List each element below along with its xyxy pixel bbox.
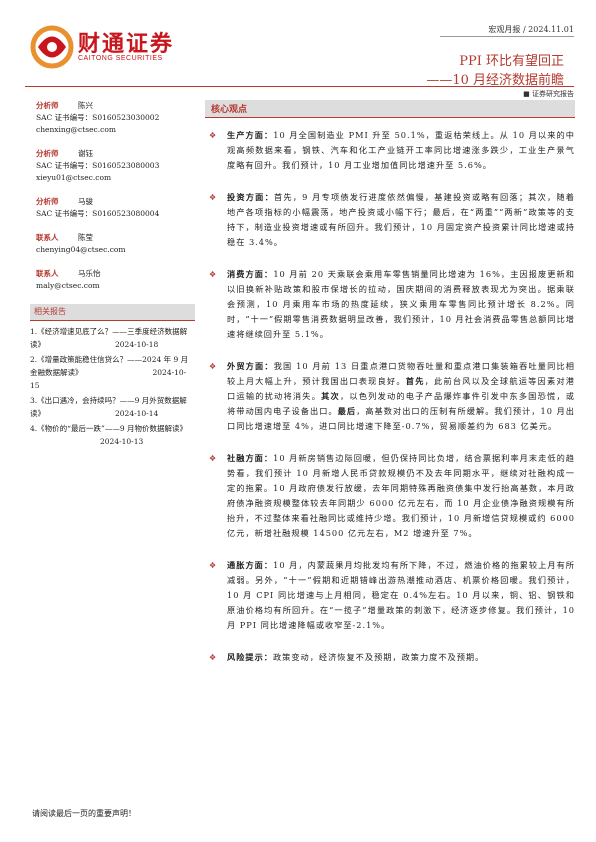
email: chenxing@ctsec.com — [36, 125, 116, 134]
divider — [25, 86, 574, 87]
logo-icon — [30, 25, 74, 69]
point-lead: 投资方面： — [227, 192, 274, 202]
analyst: 联系人 陈莹 chenying04@ctsec.com — [30, 232, 195, 256]
email: chenying04@ctsec.com — [36, 245, 126, 254]
analyst: 分析师 马骏 SAC 证书编号：S0160523080004 — [30, 196, 195, 220]
subtitle: ——10 月经济数据前瞻 — [426, 73, 564, 88]
logo-cn: 财通证券 — [78, 32, 175, 57]
related-text: 4.《物价的“最后一跌”——9 月物价数据解读》 — [30, 424, 187, 433]
related-text: 2.《增量政策能稳住信贷么？——2024 年 9 月金融数据解读》 — [30, 355, 189, 377]
point: 社融方面：10 月新房销售边际回暖，但仍保持同比负增，结合票据利率月末走低的趋势… — [205, 451, 575, 541]
report-type: 宏观月报 / 2024.11.01 — [488, 25, 574, 34]
point-text: 10 月，内蒙蔬果月均批发均有所下降，不过，燃油价格的拖累较上月有所减弱。另外，… — [227, 560, 575, 630]
related-text: 1.《经济增速见底了么？——三季度经济数据解读》 — [30, 327, 188, 349]
related-text: 3.《出口遇冷，会持续吗？——9 月外贸数据解读》 — [30, 396, 187, 418]
point-text: 其次 — [321, 391, 340, 401]
point-lead: 风险提示： — [227, 652, 273, 662]
point-text: 首先，9 月专项债发行进度依然偏慢，基建投资或略有回落；其次，随着地产各项指标的… — [227, 192, 575, 247]
related-item: 4.《物价的“最后一跌”——9 月物价数据解读》 2024-10-13 — [30, 422, 195, 448]
tag: ■ 证券研究报告 — [523, 90, 574, 98]
point: 外贸方面：我国 10 月前 13 日重点港口货物吞吐量和重点港口集装箱吞吐量同比… — [205, 359, 575, 434]
right-column: 核心观点生产方面：10 月全国制造业 PMI 升至 50.1%，重返枯荣线上。从… — [205, 100, 575, 682]
point-text: 最后 — [337, 406, 357, 416]
point-lead: 社融方面： — [227, 453, 274, 463]
email: xieyu01@ctsec.com — [36, 173, 112, 182]
divider — [440, 36, 574, 37]
role: 分析师 — [36, 101, 59, 110]
role: 联系人 — [36, 269, 59, 278]
related-item: 2.《增量政策能稳住信贷么？——2024 年 9 月金融数据解读》 2024-10… — [30, 353, 195, 392]
point-text: 10 月前 20 天乘联会乘用车零售销量同比增速为 16%，主因报废更新和以旧换… — [227, 269, 575, 339]
cert: SAC 证书编号：S0160523080004 — [36, 209, 160, 218]
point-lead: 生产方面： — [227, 130, 274, 140]
point-text: 10 月全国制造业 PMI 升至 50.1%，重返枯荣线上。从 10 月以来的中… — [227, 130, 575, 170]
point-lead: 外贸方面： — [227, 361, 274, 371]
point-text: ，高基数对出口的压制有所缓解。我们预计，10 月出口同比增速增至 4%，进口同比… — [227, 406, 575, 431]
analyst: 分析师 陈兴 SAC 证书编号：S0160523030002 chenxing@cts… — [30, 100, 195, 136]
analyst: 分析师 谢钰 SAC 证书编号：S0160523080003 xieyu01@ctse… — [30, 148, 195, 184]
point-text: ，此前台风以及全球航运等因素对港口运输的扰动将消失。 — [227, 376, 575, 401]
name: 马骏 — [78, 197, 93, 206]
tag-text: 证券研究报告 — [532, 90, 574, 98]
point: 消费方面：10 月前 20 天乘联会乘用车零售销量同比增速为 16%，主因报废更… — [205, 267, 575, 342]
analyst: 联系人 马乐怡 maly@ctsec.com — [30, 268, 195, 292]
analyst-row: 联系人 陈莹 — [30, 232, 195, 244]
analyst-row: 联系人 马乐怡 — [30, 268, 195, 280]
point-lead: 消费方面： — [227, 269, 274, 279]
point: 投资方面：首先，9 月专项债发行进度依然偏慢，基建投资或略有回落；其次，随着地产… — [205, 190, 575, 250]
related-date: 2024-10-14 — [115, 409, 159, 418]
related-title: 相关报告 — [30, 304, 195, 321]
name: 马乐怡 — [78, 269, 101, 278]
cert: SAC 证书编号：S0160523030002 — [36, 113, 160, 122]
point-text: 我国 10 月前 13 日重点港口货物吞吐量和重点港口集装箱吞吐量同比相较上月大… — [227, 361, 575, 386]
core-title: 核心观点 — [205, 100, 575, 118]
role: 联系人 — [36, 233, 59, 242]
point-text: 政策变动，经济恢复不及预期，政策力度不及预期。 — [272, 652, 485, 662]
left-column: 分析师 陈兴 SAC 证书编号：S0160523030002 chenxing@cts… — [30, 100, 195, 450]
related-date: 2024-10-13 — [100, 437, 144, 446]
point-text: 10 月新房销售边际回暖，但仍保持同比负增，结合票据利率月末走低的趋势看，我们预… — [227, 453, 575, 538]
related-item: 3.《出口遇冷，会持续吗？——9 月外贸数据解读》 2024-10-14 — [30, 394, 195, 420]
related-date: 2024-10-15 — [30, 368, 187, 390]
related-date: 2024-10-18 — [115, 340, 159, 349]
point: 通胀方面：10 月，内蒙蔬果月均批发均有所下降，不过，燃油价格的拖累较上月有所减… — [205, 558, 575, 633]
cert: SAC 证书编号：S0160523080003 — [36, 161, 160, 170]
analyst-row: 分析师 陈兴 — [30, 100, 195, 112]
point: 生产方面：10 月全国制造业 PMI 升至 50.1%，重返枯荣线上。从 10 … — [205, 128, 575, 173]
name: 陈莹 — [78, 233, 93, 242]
point-text: ，以色列发动的电子产品爆炸事件引发中东多国恐慌，或将带动国内电子设备出口。 — [227, 391, 575, 416]
title: PPI 环比有望回正 — [459, 54, 564, 69]
footer-notice: 请阅读最后一页的重要声明！ — [32, 809, 136, 818]
analyst-row: 分析师 马骏 — [30, 196, 195, 208]
name: 陈兴 — [78, 101, 93, 110]
email: maly@ctsec.com — [36, 281, 100, 290]
name: 谢钰 — [78, 149, 93, 158]
analyst-row: 分析师 谢钰 — [30, 148, 195, 160]
point-text: 首先 — [405, 376, 425, 386]
point-lead: 通胀方面： — [227, 560, 274, 570]
logo-en: CAITONG SECURITIES — [78, 55, 163, 62]
role: 分析师 — [36, 149, 59, 158]
role: 分析师 — [36, 197, 59, 206]
related-item: 1.《经济增速见底了么？——三季度经济数据解读》 2024-10-18 — [30, 325, 195, 351]
point: 风险提示：政策变动，经济恢复不及预期，政策力度不及预期。 — [205, 650, 575, 665]
